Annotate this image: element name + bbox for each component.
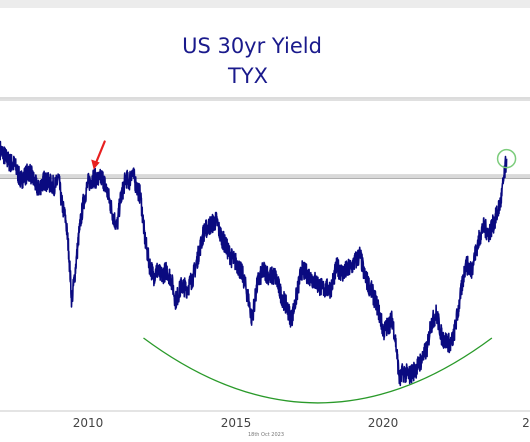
annotation-layer <box>91 140 517 170</box>
x-axis-ticks: 2010 2015 2020 2 <box>73 416 530 430</box>
rounded-bottom-arc-path <box>143 337 493 404</box>
resistance-band-rect <box>0 174 530 179</box>
chart-title: US 30yr Yield <box>182 34 322 58</box>
chart-subtitle: TYX <box>227 64 268 88</box>
yield-line <box>0 140 508 387</box>
red-arrow-head <box>91 159 100 170</box>
resistance-band <box>0 174 530 179</box>
series-layer <box>0 140 508 387</box>
rounded-bottom-arc <box>143 337 493 404</box>
plot-frame <box>0 97 530 412</box>
x-tick-label: 2010 <box>73 416 104 430</box>
red-arrow-shaft <box>94 140 106 165</box>
date-stamp: 18th Oct 2023 <box>248 432 284 438</box>
x-tick-label: 2015 <box>221 416 252 430</box>
x-tick-label: 2020 <box>368 416 399 430</box>
highlight-circle <box>496 148 517 169</box>
top-border <box>0 0 530 8</box>
x-tick-label: 2 <box>522 416 530 430</box>
